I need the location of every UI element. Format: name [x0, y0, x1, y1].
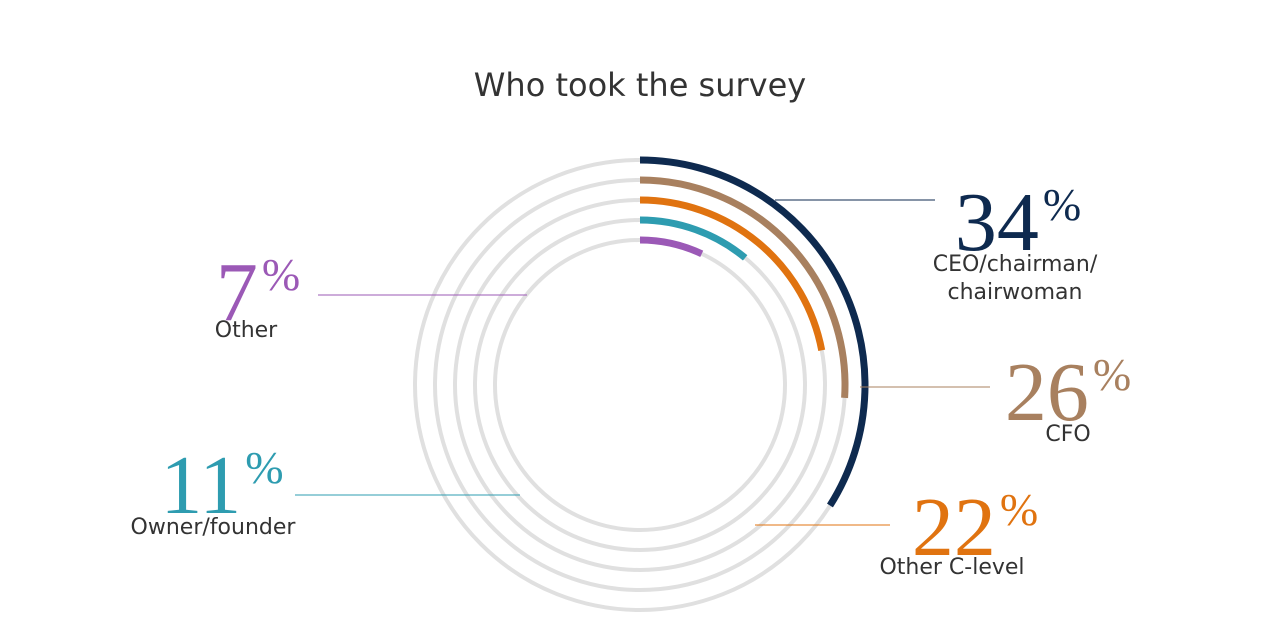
radial-bar	[639, 156, 869, 508]
radial-bar	[639, 176, 849, 399]
value-label: 7%	[215, 246, 301, 339]
category-label: CFO	[1045, 422, 1091, 447]
value-label: 22%	[911, 481, 1039, 574]
ring-track	[473, 218, 807, 552]
category-label: Owner/founder	[130, 515, 296, 540]
ring-track	[493, 238, 787, 532]
value-label: 34%	[954, 176, 1082, 269]
category-label: Other	[214, 318, 278, 343]
radial-bar	[639, 216, 748, 261]
radial-bar	[639, 236, 704, 257]
chart-title: Who took the survey	[473, 66, 807, 104]
radial-bar	[639, 196, 826, 351]
category-label: CEO/chairman/ chairwoman	[932, 252, 1098, 305]
value-label: 26%	[1004, 346, 1132, 439]
category-label: Other C-level	[879, 555, 1025, 580]
value-label: 11%	[160, 439, 284, 532]
